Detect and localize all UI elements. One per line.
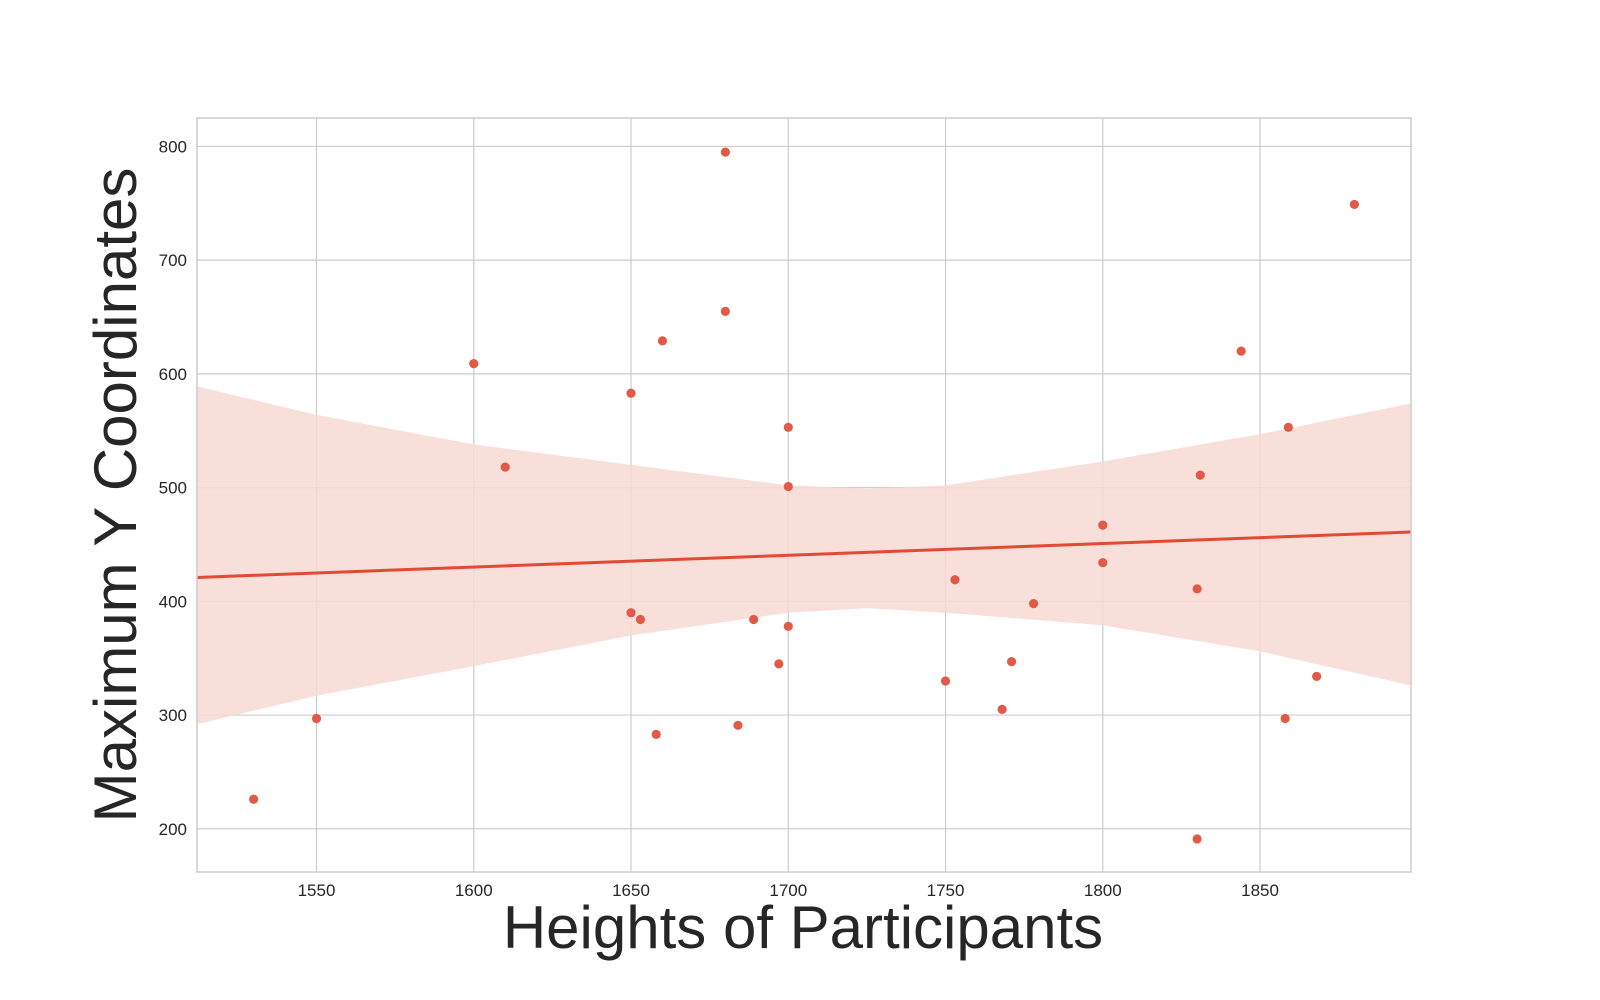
data-point <box>1236 346 1246 356</box>
x-tick-label: 1750 <box>927 881 965 900</box>
y-tick-label: 300 <box>159 706 187 725</box>
data-point <box>311 713 322 724</box>
data-point <box>950 575 960 585</box>
regression-line <box>196 530 1412 579</box>
data-point <box>1098 520 1108 530</box>
data-point <box>1028 599 1039 609</box>
data-point <box>1006 657 1017 667</box>
data-point <box>783 422 793 432</box>
data-point <box>940 676 951 686</box>
data-point <box>249 794 259 804</box>
data-point <box>720 306 730 316</box>
x-tick-label: 1550 <box>298 881 336 900</box>
y-tick-label: 200 <box>159 820 187 839</box>
data-point <box>1192 834 1202 844</box>
y-axis-title: Maximum Y Coordinates <box>82 168 149 823</box>
data-point <box>635 614 646 625</box>
data-point <box>783 621 793 631</box>
data-point <box>733 720 743 730</box>
x-tick-label: 1600 <box>455 881 493 900</box>
data-point <box>774 659 784 669</box>
y-tick-label: 600 <box>159 365 187 384</box>
data-point <box>1192 584 1202 594</box>
data-point <box>1195 470 1205 480</box>
data-point <box>500 462 510 472</box>
data-point <box>657 336 668 346</box>
y-tick-labels: 200 300 400 500 600 700 800 <box>159 137 187 838</box>
y-tick-label: 800 <box>159 137 187 156</box>
y-tick-label: 500 <box>159 479 187 498</box>
data-point <box>783 481 793 492</box>
x-tick-label: 1800 <box>1084 881 1122 900</box>
data-point <box>1349 199 1359 210</box>
x-tick-label: 1850 <box>1241 881 1279 900</box>
data-point <box>626 388 636 398</box>
plot-frame <box>196 117 1412 873</box>
data-point <box>997 704 1007 714</box>
x-tick-labels: 1550 1600 1650 1700 1750 1800 1850 <box>298 881 1279 900</box>
data-point <box>1283 422 1293 432</box>
data-point <box>720 147 730 157</box>
data-point <box>651 729 661 739</box>
x-tick-label: 1650 <box>612 881 650 900</box>
data-point <box>626 608 636 618</box>
x-axis-title: Heights of Participants <box>503 894 1103 961</box>
data-point <box>469 359 479 369</box>
data-points <box>249 147 1359 844</box>
data-point <box>749 614 759 625</box>
y-tick-label: 400 <box>159 592 187 611</box>
data-point <box>1312 671 1322 681</box>
data-point <box>1098 558 1108 568</box>
x-tick-label: 1700 <box>769 881 807 900</box>
y-tick-label: 700 <box>159 251 187 270</box>
data-point <box>1280 713 1290 724</box>
